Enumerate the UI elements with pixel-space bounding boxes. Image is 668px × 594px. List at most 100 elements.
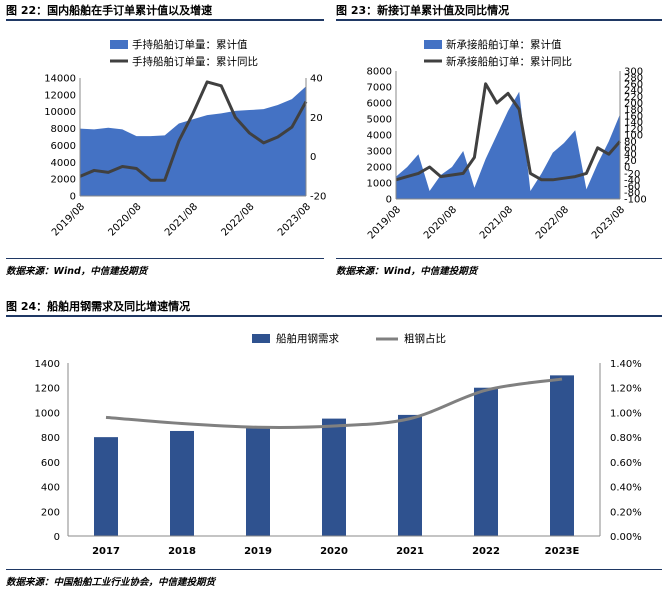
fig23-x-tick-label: 2022/08 — [534, 204, 571, 241]
fig24-right-tick-label: 0.40% — [610, 483, 642, 494]
fig24-category-label: 2020 — [320, 546, 348, 557]
fig23-bottom-rule — [336, 258, 662, 259]
fig24-left-tick-label: 1200 — [35, 384, 60, 395]
fig22-top-rule — [6, 19, 324, 21]
fig24-right-tick-label: 0.00% — [610, 532, 642, 543]
fig23-right-tick-label: -80 — [624, 188, 640, 199]
fig24-line-series — [105, 377, 563, 429]
fig24-right-tick-label: 0.60% — [610, 458, 642, 469]
fig23-right-tick-label: 120 — [624, 124, 643, 135]
fig24-bar — [550, 375, 574, 536]
fig23-right-tick-label: 240 — [624, 86, 643, 97]
fig24-bar — [474, 387, 498, 536]
fig22-left-tick-label: 8000 — [51, 124, 76, 135]
fig23-right-tick-label: 100 — [624, 131, 643, 142]
fig24-left-tick-label: 200 — [41, 507, 60, 518]
fig22-chart: 0 2000 4000 6000 8000 10000 12000 14000 -20 0 20 40… — [44, 38, 326, 238]
fig23-left-tick-label: 8000 — [367, 67, 392, 78]
fig24-left-tick-label: 1400 — [35, 359, 60, 370]
fig23-right-tick-label: -20 — [624, 169, 640, 180]
fig23-legend-line-label: 新承接船舶订单：累计同比 — [446, 55, 572, 68]
fig23-right-tick-label: 300 — [624, 67, 643, 78]
fig22-source: 数据来源：Wind，中信建投期货 — [6, 266, 148, 277]
fig23-left-tick-label: 5000 — [367, 115, 392, 126]
fig22-legend-area-swatch — [110, 40, 128, 49]
fig24-bottom-rule — [6, 569, 662, 570]
fig24-source: 数据来源：中国船舶工业行业协会，中信建投期货 — [6, 577, 216, 588]
fig23-left-tick-label: 7000 — [367, 83, 392, 94]
fig23-left-tick-label: 0 — [386, 195, 392, 206]
fig22-line-series — [79, 80, 308, 182]
fig23-right-tick-label: -40 — [624, 175, 640, 186]
fig24-left-tick-label: 1000 — [35, 408, 60, 419]
fig24-bar — [322, 418, 346, 536]
fig22-right-tick-label: 20 — [310, 113, 323, 124]
fig23-right-tick-label: -100 — [624, 195, 647, 206]
fig22-left-tick-label: 4000 — [51, 158, 76, 169]
fig24-left-tick-label: 400 — [41, 483, 60, 494]
fig22-x-tick-label: 2022/08 — [219, 201, 256, 238]
fig23-x-tick-label: 2021/08 — [478, 204, 515, 241]
fig23-right-tick-label: 140 — [624, 118, 643, 129]
fig23-right-tick-label: -60 — [624, 182, 640, 193]
fig24-right-tick-label: 1.20% — [610, 384, 642, 395]
fig24-category-label: 2017 — [92, 546, 120, 557]
fig23-right-tick-label: 80 — [624, 137, 637, 148]
fig23-left-tick-label: 6000 — [367, 99, 392, 110]
fig24-right-tick-label: 0.80% — [610, 433, 642, 444]
fig24-right-tick-label: 1.40% — [610, 359, 642, 370]
fig23-legend-area-swatch — [424, 40, 442, 49]
fig22-left-tick-label: 10000 — [44, 107, 76, 118]
fig24-left-tick-label: 0 — [54, 532, 60, 543]
fig23-right-tick-label: 260 — [624, 79, 643, 90]
fig24-left-tick-label: 800 — [41, 433, 60, 444]
fig24-legend-bar-label: 船舶用钢需求 — [276, 332, 339, 345]
fig22-area-series — [80, 86, 306, 196]
fig23-left-tick-label: 4000 — [367, 131, 392, 142]
fig23-top-rule — [336, 19, 662, 21]
fig24-right-tick-label: 1.00% — [610, 408, 642, 419]
fig24-category-label: 2019 — [244, 546, 272, 557]
fig22-x-tick-label: 2019/08 — [50, 201, 87, 238]
fig22-x-tick-label: 2021/08 — [163, 201, 200, 238]
fig23-chart: 0 1000 2000 3000 4000 5000 6000 7000 8000 -100-80… — [366, 38, 647, 241]
fig24-category-label: 2022 — [472, 546, 500, 557]
fig24-right-tick-label: 0.20% — [610, 507, 642, 518]
fig23-right-tick-label: 60 — [624, 143, 637, 154]
fig24-title: 图 24：船舶用钢需求及同比增速情况 — [6, 300, 191, 313]
fig23-right-tick-label: 200 — [624, 99, 643, 110]
fig23-x-tick-label: 2023/08 — [590, 204, 627, 241]
fig22-legend-area-label: 手持船舶订单量：累计值 — [132, 38, 248, 51]
fig22-legend-line-label: 手持船舶订单量：累计同比 — [132, 55, 258, 68]
fig23-line-series — [395, 82, 622, 182]
fig22-left-tick-label: 14000 — [44, 74, 76, 85]
fig23-right-tick-label: 180 — [624, 105, 643, 116]
fig24-bar — [398, 414, 422, 536]
fig23-right-tick-label: 280 — [624, 73, 643, 84]
fig23-right-tick-label: 220 — [624, 92, 643, 103]
fig22-right-tick-label: -20 — [310, 192, 326, 203]
fig24-bar — [246, 427, 270, 536]
fig22-title: 图 22：国内船舶在手订单累计值以及增速 — [6, 4, 213, 17]
fig24-category-label: 2023E — [545, 546, 580, 557]
fig24-legend-line-label: 粗钢占比 — [404, 332, 446, 345]
fig24-left-tick-label: 600 — [41, 458, 60, 469]
fig23-title: 图 23：新接订单累计值及同比情况 — [336, 4, 510, 17]
fig23-left-tick-label: 2000 — [367, 163, 392, 174]
fig23-right-tick-label: 20 — [624, 156, 637, 167]
fig23-source: 数据来源：Wind，中信建投期货 — [336, 266, 478, 277]
fig24-bar — [94, 437, 118, 536]
fig23-left-tick-label: 3000 — [367, 147, 392, 158]
fig24-category-label: 2018 — [168, 546, 196, 557]
fig23-right-tick-label: 160 — [624, 111, 643, 122]
fig24-bar — [170, 430, 194, 536]
fig22-left-tick-label: 12000 — [44, 90, 76, 101]
fig23-x-tick-label: 2020/08 — [422, 204, 459, 241]
fig24-chart: 0 200 400 600 800 1000 1200 1400 0.00% 0.20% 0.40%… — [35, 332, 642, 557]
fig24-legend-bar-swatch — [252, 334, 270, 343]
fig22-left-tick-label: 2000 — [51, 175, 76, 186]
fig22-left-tick-label: 0 — [70, 192, 76, 203]
fig23-legend-area-label: 新承接船舶订单：累计值 — [446, 38, 562, 51]
fig23-left-tick-label: 1000 — [367, 179, 392, 190]
fig22-x-tick-label: 2020/08 — [106, 201, 143, 238]
